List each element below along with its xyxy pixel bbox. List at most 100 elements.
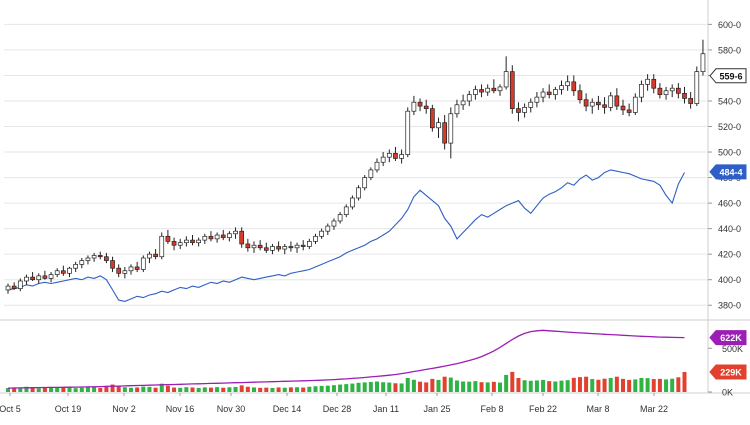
candle-body-up	[196, 239, 201, 244]
volume-bar	[252, 387, 256, 392]
candle-body-up	[337, 214, 343, 222]
candle-body-up	[528, 101, 534, 108]
volume-bar	[614, 376, 619, 392]
candle-body-up	[282, 246, 288, 250]
candle-body-up	[307, 241, 312, 247]
volume-bar	[153, 387, 158, 392]
candle	[202, 233, 208, 244]
candle-body-up	[214, 234, 220, 240]
candle	[479, 84, 484, 98]
time-tick-label: Feb 8	[480, 404, 503, 414]
candlestick-series	[5, 39, 706, 294]
volume-bar	[639, 378, 644, 392]
candle	[608, 92, 614, 112]
candle-body-up	[368, 169, 374, 178]
compare-price-badge: 484-4	[709, 164, 747, 180]
candle-body-down	[263, 247, 269, 251]
candle	[491, 79, 497, 94]
candle-body-down	[546, 91, 552, 95]
volume-bar	[110, 384, 115, 392]
candle	[466, 90, 472, 107]
volume-bar	[645, 378, 650, 392]
candle	[294, 242, 300, 253]
candle	[17, 278, 23, 292]
volume-bar	[42, 387, 47, 392]
candle	[356, 185, 361, 201]
candle-body-up	[663, 90, 669, 95]
candle	[393, 146, 398, 161]
volume-bar	[621, 378, 625, 392]
candle	[282, 243, 288, 255]
candle-body-up	[454, 104, 460, 115]
candle-body-down	[423, 105, 429, 109]
candle-body-down	[300, 244, 306, 247]
candle-body-up	[559, 85, 564, 90]
candle-body-up	[48, 274, 54, 279]
candle-body-up	[184, 239, 189, 244]
volume-bar	[676, 377, 681, 392]
candle-body-down	[675, 87, 681, 94]
candle-body-down	[190, 239, 195, 244]
last-price-badge-label: 559-6	[719, 71, 742, 81]
candle	[245, 238, 251, 252]
volume-bar	[553, 381, 558, 392]
candle	[528, 98, 534, 113]
candle-body-down	[60, 270, 66, 274]
volume-bar	[73, 388, 78, 392]
candle-body-up	[313, 235, 318, 242]
candle	[522, 103, 527, 118]
candle	[571, 75, 577, 96]
candle	[196, 237, 201, 247]
candle	[313, 233, 318, 244]
candle	[251, 241, 257, 253]
candle	[497, 84, 503, 96]
candle	[85, 255, 91, 265]
candle	[577, 84, 583, 104]
candle	[11, 282, 17, 290]
candle	[337, 212, 343, 224]
candle-body-down	[442, 122, 447, 144]
volume-bar	[633, 379, 638, 392]
candle-body-down	[620, 105, 626, 111]
volume-bar	[239, 385, 244, 392]
candle	[48, 272, 54, 283]
candle-body-down	[276, 246, 281, 250]
candle	[73, 261, 79, 273]
candle-body-down	[657, 87, 663, 95]
candle	[565, 75, 571, 91]
volume-bar	[627, 379, 632, 392]
candle	[288, 241, 294, 252]
candle	[663, 86, 669, 100]
candle-body-up	[694, 71, 700, 104]
candle-body-up	[608, 95, 614, 108]
candle	[257, 240, 263, 251]
volume-bar	[282, 387, 287, 392]
volume-last-badge: 229K	[709, 364, 747, 380]
volume-bar	[24, 386, 29, 392]
time-tick-label: Jan 11	[373, 404, 399, 414]
candle-body-down	[602, 104, 607, 108]
volume-bar	[165, 385, 170, 392]
candle	[682, 86, 687, 104]
compare-price-badge-label: 484-4	[719, 167, 742, 177]
volume-bar	[479, 382, 484, 392]
candle-body-up	[227, 233, 232, 238]
candle-body-down	[239, 230, 245, 245]
volume-bar	[442, 376, 447, 392]
candle-body-down	[491, 87, 497, 92]
candle-body-up	[436, 122, 441, 129]
volume-bar	[424, 382, 429, 392]
candle	[596, 95, 601, 110]
volume-bar	[467, 381, 472, 392]
volume-bar	[172, 387, 177, 392]
candle-body-down	[393, 152, 398, 159]
volume-bar	[208, 387, 213, 392]
candle	[208, 231, 214, 242]
volume-bar	[178, 387, 183, 392]
candle-body-up	[85, 257, 91, 261]
candle	[147, 251, 152, 264]
candle	[104, 252, 109, 264]
volume-bar	[141, 386, 146, 392]
